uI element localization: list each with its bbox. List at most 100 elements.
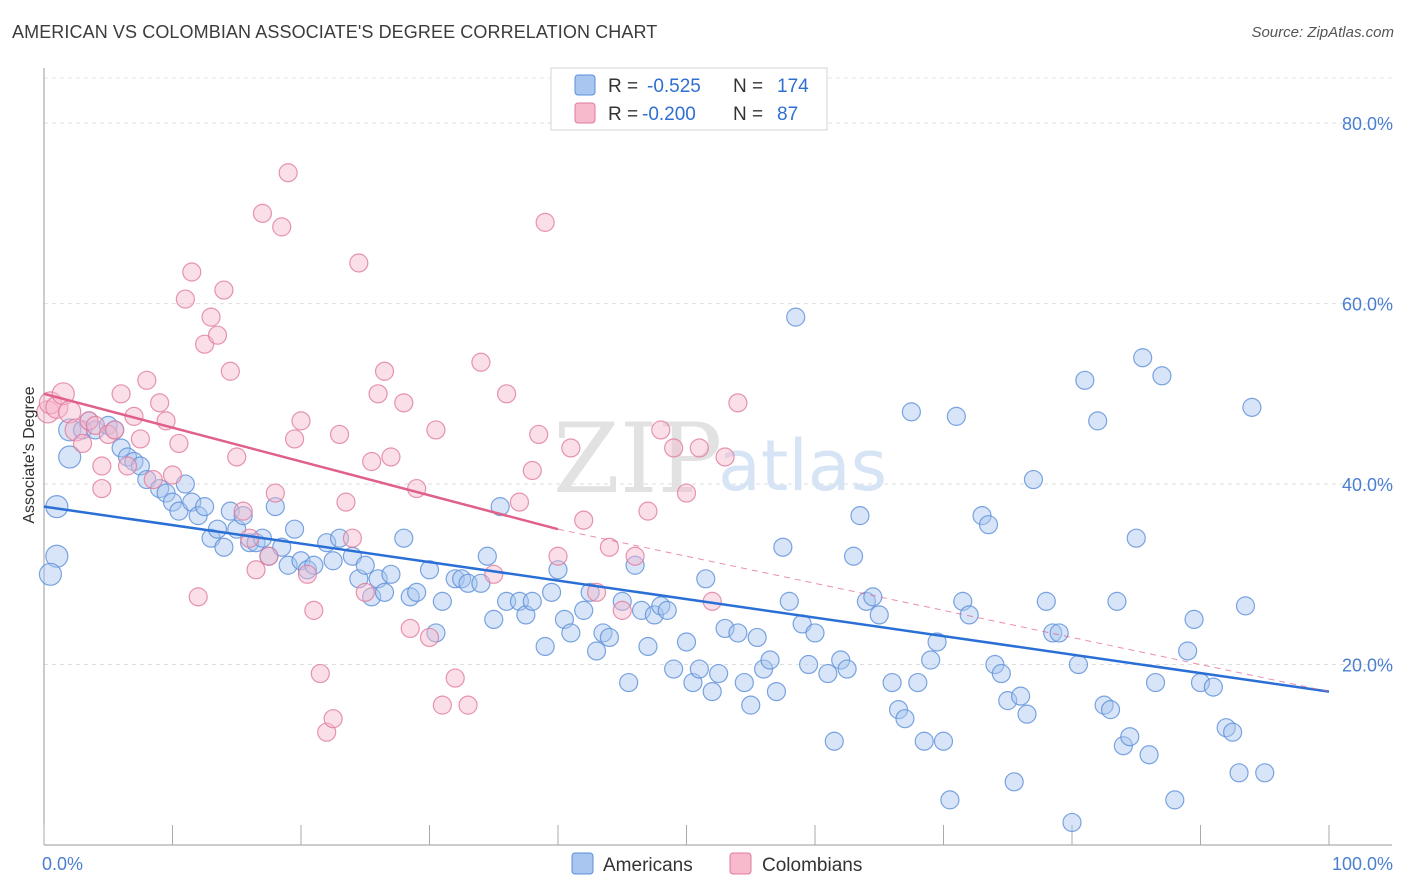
data-point-americans — [696, 569, 716, 589]
data-point-americans — [766, 681, 787, 702]
data-point-colombians — [676, 483, 697, 503]
data-point-americans — [991, 663, 1011, 684]
data-point-americans — [1100, 700, 1121, 720]
watermark-atlas: atlas — [718, 425, 887, 507]
data-point-colombians — [381, 447, 401, 467]
data-point-colombians — [233, 501, 253, 521]
data-point-americans — [45, 544, 69, 568]
data-point-americans — [1126, 528, 1146, 548]
bottom-legend-swatch-colombians — [729, 852, 752, 875]
correlation-legend: R = -0.525 N = 174 R = -0.200 N = 87 — [550, 67, 828, 131]
data-point-americans — [914, 731, 934, 751]
data-point-americans — [676, 632, 697, 652]
data-point-americans — [702, 681, 722, 702]
data-point-americans — [445, 569, 465, 589]
data-point-americans — [484, 609, 504, 630]
data-point-americans — [522, 591, 542, 611]
data-point-americans — [940, 790, 960, 810]
data-point-americans — [1223, 722, 1243, 742]
data-point-colombians — [304, 600, 324, 620]
data-point-americans — [843, 546, 864, 566]
legend-n-label-americans: N = — [733, 76, 763, 97]
data-point-americans — [58, 445, 82, 469]
data-point-colombians — [400, 618, 420, 639]
trend-line-colombians — [43, 392, 559, 531]
data-point-colombians — [272, 217, 292, 237]
data-point-americans — [631, 600, 652, 620]
data-point-colombians — [548, 546, 568, 566]
data-point-colombians — [394, 393, 414, 413]
data-point-colombians — [169, 433, 189, 454]
data-point-colombians — [445, 668, 465, 688]
data-point-americans — [1068, 654, 1089, 675]
grid-lines — [44, 77, 1392, 666]
data-point-americans — [760, 650, 780, 670]
data-point-colombians — [329, 424, 350, 445]
data-point-colombians — [111, 384, 131, 404]
data-point-americans — [978, 515, 999, 535]
data-point-americans — [747, 627, 767, 648]
data-point-colombians — [638, 501, 658, 521]
data-point-colombians — [259, 546, 279, 566]
data-point-americans — [798, 654, 819, 675]
legend-swatch-colombians — [574, 102, 596, 124]
data-point-americans — [901, 402, 921, 422]
data-point-colombians — [522, 460, 542, 481]
data-point-colombians — [355, 582, 375, 602]
data-point-americans — [323, 551, 343, 571]
data-point-colombians — [612, 600, 632, 620]
data-point-colombians — [471, 352, 491, 372]
data-point-americans — [1133, 348, 1153, 368]
bottom-legend-label-colombians: Colombians — [762, 855, 862, 876]
data-point-colombians — [625, 546, 645, 566]
trend-lines — [43, 392, 1330, 693]
data-point-americans — [432, 591, 452, 611]
data-point-colombians — [689, 438, 709, 458]
data-point-colombians — [323, 709, 343, 729]
data-point-colombians — [175, 289, 195, 309]
data-point-americans — [1023, 469, 1044, 490]
data-point-americans — [946, 406, 966, 426]
data-point-colombians — [92, 456, 112, 476]
legend-swatch-americans — [574, 74, 596, 96]
data-point-colombians — [143, 469, 163, 490]
data-point-americans — [1145, 672, 1166, 693]
data-point-colombians — [252, 203, 273, 223]
data-point-colombians — [715, 447, 735, 467]
data-point-americans — [477, 546, 497, 566]
watermark-zip: ZIP — [553, 403, 722, 515]
data-point-americans — [1165, 790, 1185, 810]
data-point-americans — [882, 672, 902, 693]
data-point-colombians — [291, 411, 311, 431]
data-point-colombians — [664, 438, 684, 458]
data-point-americans — [1004, 772, 1024, 792]
data-point-colombians — [150, 393, 170, 413]
data-point-americans — [1184, 609, 1204, 630]
data-point-americans — [1107, 591, 1127, 611]
data-point-colombians — [182, 262, 202, 282]
data-point-americans — [1242, 397, 1262, 417]
data-point-americans — [574, 600, 594, 620]
data-point-americans — [1049, 623, 1069, 643]
data-point-americans — [599, 627, 620, 648]
legend-r-value-americans: -0.525 — [647, 76, 701, 97]
data-point-colombians — [265, 483, 285, 503]
data-point-americans — [407, 582, 427, 602]
data-point-americans — [535, 636, 555, 657]
series-colombians — [36, 163, 748, 742]
data-point-americans — [1075, 370, 1095, 390]
data-point-americans — [805, 623, 825, 643]
data-point-colombians — [374, 361, 395, 381]
data-point-americans — [278, 555, 298, 575]
data-point-colombians — [362, 451, 382, 472]
data-point-colombians — [529, 424, 549, 445]
data-point-colombians — [336, 492, 356, 512]
data-point-colombians — [227, 447, 247, 467]
data-point-americans — [959, 605, 979, 625]
data-point-americans — [233, 506, 253, 526]
data-point-americans — [1255, 763, 1275, 783]
legend-r-label-americans: R = — [608, 76, 638, 97]
y-axis-label: Associate's Degree — [21, 386, 38, 523]
data-point-americans — [490, 497, 510, 517]
y-tick-label: 60.0% — [1342, 295, 1393, 315]
